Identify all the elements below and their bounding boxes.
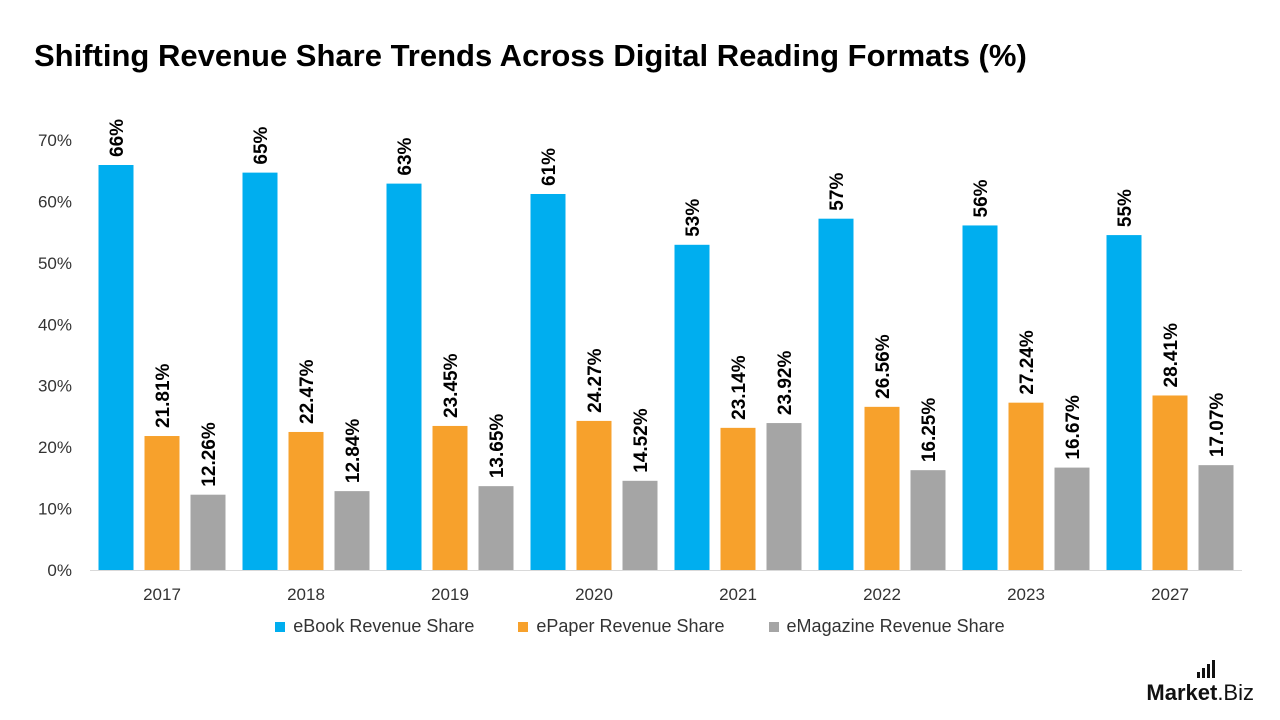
bar xyxy=(1198,465,1234,570)
data-label: 22.47% xyxy=(297,359,318,424)
bar xyxy=(144,436,180,570)
y-tick-label: 10% xyxy=(38,500,72,519)
y-axis: 0% 10% 20% 30% 40% 50% 60% 70% xyxy=(38,131,72,580)
bar xyxy=(576,420,612,570)
brand-logo: Market .Biz xyxy=(1146,660,1254,706)
bar xyxy=(98,165,134,570)
bar xyxy=(242,172,278,570)
bar xyxy=(766,423,802,570)
data-label: 13.65% xyxy=(487,414,508,479)
data-label: 23.14% xyxy=(729,355,750,420)
legend: eBook Revenue Share ePaper Revenue Share… xyxy=(0,616,1280,637)
legend-item-epaper: ePaper Revenue Share xyxy=(518,616,725,637)
y-tick-label: 60% xyxy=(38,192,72,211)
x-tick-label: 2017 xyxy=(143,585,181,604)
bar xyxy=(1008,402,1044,570)
data-label: 16.67% xyxy=(1063,395,1084,460)
x-tick-label: 2023 xyxy=(1007,585,1045,604)
data-label: 57% xyxy=(827,173,848,211)
bar xyxy=(478,486,514,570)
bars-group xyxy=(98,165,1234,570)
x-tick-label: 2019 xyxy=(431,585,469,604)
data-label: 23.92% xyxy=(775,351,796,416)
x-axis: 2017 2018 2019 2020 2021 2022 2023 2027 xyxy=(90,570,1242,604)
bar xyxy=(530,193,566,570)
bar xyxy=(1054,467,1090,570)
data-label: 56% xyxy=(971,179,992,217)
data-label: 23.45% xyxy=(441,353,462,418)
data-label: 53% xyxy=(683,199,704,237)
legend-label-ebook: eBook Revenue Share xyxy=(293,616,475,636)
legend-swatch-ebook xyxy=(275,621,286,632)
bar xyxy=(432,425,468,570)
x-tick-label: 2018 xyxy=(287,585,325,604)
legend-label-emagazine: eMagazine Revenue Share xyxy=(786,616,1005,636)
y-tick-label: 30% xyxy=(38,377,72,396)
bar xyxy=(1106,235,1142,570)
data-label: 17.07% xyxy=(1207,393,1228,458)
y-tick-label: 40% xyxy=(38,315,72,334)
data-label: 55% xyxy=(1115,189,1136,227)
bar xyxy=(334,491,370,570)
y-tick-label: 20% xyxy=(38,438,72,457)
legend-label-epaper: ePaper Revenue Share xyxy=(536,616,725,636)
bar xyxy=(674,244,710,570)
y-tick-label: 0% xyxy=(47,561,72,580)
brand-name-rest: .Biz xyxy=(1217,680,1254,705)
bar xyxy=(910,470,946,570)
y-tick-label: 70% xyxy=(38,131,72,150)
bar xyxy=(386,183,422,570)
bar xyxy=(288,431,324,570)
brand-name-bold: Market xyxy=(1146,680,1218,705)
data-label: 28.41% xyxy=(1161,323,1182,388)
x-tick-label: 2027 xyxy=(1151,585,1189,604)
data-label: 16.25% xyxy=(919,398,940,463)
legend-swatch-emagazine xyxy=(768,621,779,632)
data-label: 66% xyxy=(107,119,128,157)
x-tick-label: 2020 xyxy=(575,585,613,604)
y-tick-label: 50% xyxy=(38,254,72,273)
x-tick-label: 2021 xyxy=(719,585,757,604)
chart-title: Shifting Revenue Share Trends Across Dig… xyxy=(34,38,1027,73)
data-label: 26.56% xyxy=(873,334,894,399)
bar xyxy=(962,225,998,570)
data-label: 21.81% xyxy=(153,363,174,428)
bar xyxy=(864,406,900,570)
bar xyxy=(1152,395,1188,570)
legend-item-emagazine: eMagazine Revenue Share xyxy=(768,616,1005,637)
x-tick-label: 2022 xyxy=(863,585,901,604)
legend-swatch-epaper xyxy=(518,621,529,632)
bar xyxy=(720,427,756,570)
data-label: 14.52% xyxy=(631,408,652,473)
legend-item-ebook: eBook Revenue Share xyxy=(275,616,474,637)
data-labels-group: 66% 21.81% 12.26% 65% 22.47% 12.84% 63% 23.45% 1… xyxy=(107,119,1228,487)
bar xyxy=(818,218,854,570)
bar xyxy=(190,494,226,570)
bar xyxy=(622,480,658,570)
data-label: 24.27% xyxy=(585,348,606,413)
data-label: 27.24% xyxy=(1017,330,1038,395)
data-label: 65% xyxy=(251,126,272,164)
data-label: 63% xyxy=(395,137,416,175)
data-label: 12.84% xyxy=(343,419,364,484)
data-label: 61% xyxy=(539,148,560,186)
data-label: 12.26% xyxy=(199,422,220,487)
